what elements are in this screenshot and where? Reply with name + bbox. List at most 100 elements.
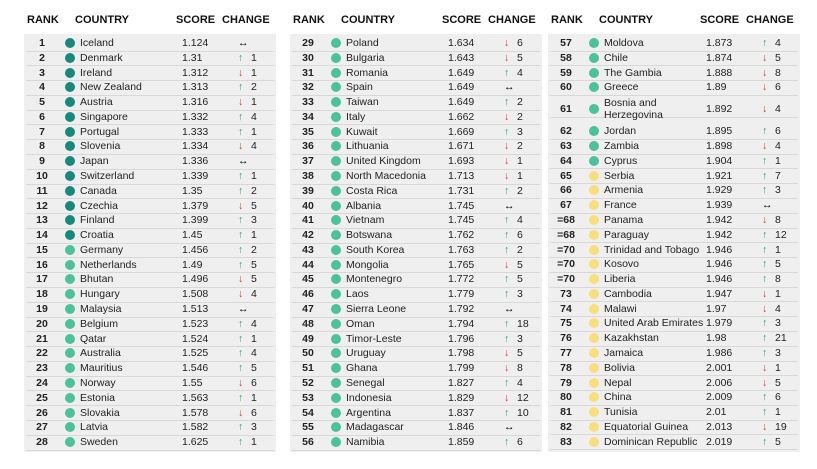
column-header: SCORE — [442, 14, 482, 26]
country: Albania — [346, 199, 382, 212]
row-separator — [550, 183, 798, 185]
change: 4 — [517, 66, 523, 79]
row-separator — [292, 168, 540, 170]
country: Czechia — [80, 199, 118, 212]
row-separator — [550, 375, 798, 377]
rank: 13 — [36, 214, 48, 227]
change: 1 — [775, 287, 781, 300]
change: 2 — [251, 81, 257, 94]
status-dot — [589, 155, 599, 166]
change: 3 — [251, 421, 257, 434]
country: Portugal — [80, 125, 120, 138]
rank: 27 — [36, 421, 48, 434]
score: 1.898 — [706, 140, 733, 153]
rank: 33 — [302, 96, 314, 109]
change-arrow: ↑ — [762, 391, 768, 404]
rank: 79 — [560, 376, 572, 389]
rank: 38 — [302, 170, 314, 183]
country: Chile — [604, 51, 628, 64]
country: Indonesia — [346, 391, 392, 404]
change-arrow: ↑ — [504, 436, 510, 449]
row-separator — [26, 316, 274, 318]
country: Jordan — [604, 125, 637, 138]
change: 1 — [251, 436, 257, 449]
country: Norway — [80, 376, 116, 389]
country: Madagascar — [346, 421, 404, 434]
country: Denmark — [80, 51, 123, 64]
row-separator — [550, 138, 798, 140]
column-header: RANK — [293, 14, 325, 26]
status-dot — [331, 200, 341, 211]
change-arrow: ↑ — [238, 243, 244, 256]
change-arrow: ↓ — [238, 406, 244, 419]
score: 1.763 — [448, 243, 475, 256]
row-separator — [550, 330, 798, 332]
change-arrow: ↓ — [504, 37, 510, 49]
country: Panama — [604, 214, 644, 227]
rank: 40 — [302, 199, 314, 212]
rank: 42 — [302, 229, 314, 242]
country: Kazakhstan — [604, 332, 659, 345]
rank: 61 — [560, 103, 572, 116]
score: 1.745 — [448, 199, 475, 212]
status-dot — [331, 171, 341, 182]
rank: 17 — [36, 273, 48, 286]
change: 5 — [517, 51, 523, 64]
change-arrow: ↓ — [762, 66, 768, 79]
score: 1.313 — [182, 81, 209, 94]
score: 1.89 — [706, 81, 727, 94]
rank: 7 — [39, 125, 45, 138]
change-arrow: ↑ — [762, 347, 768, 360]
column-header: SCORE — [176, 14, 216, 26]
country: Kuwait — [346, 125, 378, 138]
country: Costa Rica — [346, 184, 398, 197]
change: 8 — [775, 273, 781, 286]
status-dot — [331, 437, 341, 448]
change-arrow: ↑ — [504, 229, 510, 242]
rank: 44 — [302, 258, 314, 271]
change: 1 — [251, 332, 257, 345]
row-separator — [550, 94, 798, 96]
row-separator — [26, 153, 274, 155]
status-dot — [589, 170, 599, 181]
status-dot — [65, 67, 75, 78]
row-separator — [292, 213, 540, 215]
rank: 2 — [39, 51, 45, 64]
change: 3 — [775, 317, 781, 330]
status-dot — [65, 333, 75, 344]
row-separator — [550, 286, 798, 288]
score: 1.947 — [706, 287, 733, 300]
change: 5 — [775, 258, 781, 271]
status-dot — [331, 215, 341, 226]
rank: 50 — [302, 347, 314, 360]
rank: 24 — [36, 376, 48, 389]
rank: =68 — [557, 228, 575, 241]
change: 1 — [251, 66, 257, 79]
rank: 39 — [302, 184, 314, 197]
change: 12 — [517, 391, 529, 404]
row-separator — [292, 420, 540, 421]
status-dot — [589, 141, 599, 152]
status-dot — [589, 200, 599, 211]
row-separator — [550, 419, 798, 421]
row-separator — [292, 124, 540, 126]
status-dot — [331, 348, 341, 359]
change: 1 — [251, 391, 257, 404]
rank: 29 — [302, 37, 314, 49]
status-dot — [65, 289, 75, 300]
score: 1.31 — [182, 51, 203, 64]
status-dot — [589, 407, 599, 418]
change: 4 — [251, 140, 257, 153]
status-dot — [65, 304, 75, 315]
country: Belgium — [80, 317, 118, 330]
rank: 20 — [36, 317, 48, 330]
row-separator — [550, 404, 798, 406]
status-dot — [331, 422, 341, 433]
change-arrow: ↔ — [762, 199, 773, 212]
row-separator — [292, 449, 540, 451]
change: 6 — [775, 391, 781, 404]
status-dot — [331, 244, 341, 255]
change: 2 — [517, 243, 523, 256]
score: 1.796 — [448, 332, 475, 345]
score: 1.745 — [448, 214, 475, 227]
